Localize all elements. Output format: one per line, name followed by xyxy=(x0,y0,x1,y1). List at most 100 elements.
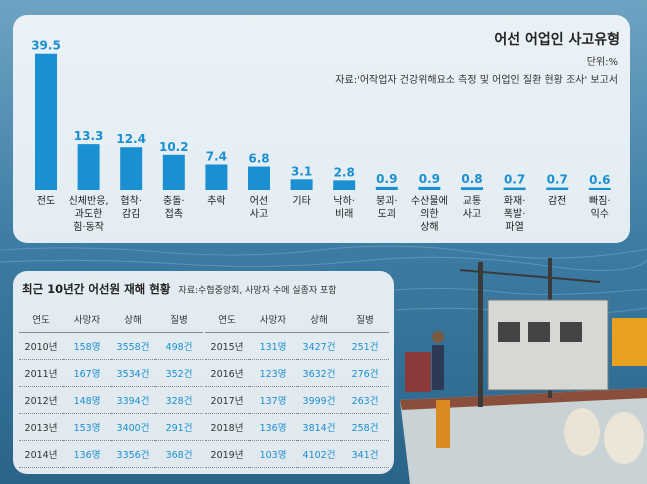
category-label: 상해 xyxy=(420,220,438,233)
bar-value-label: 10.2 xyxy=(159,140,189,154)
category-label: 추락 xyxy=(207,195,225,207)
category-label: 익수 xyxy=(591,208,609,220)
bar xyxy=(461,187,483,190)
header-year: 연도 xyxy=(205,306,249,333)
category-label: 접촉 xyxy=(165,208,183,220)
cell-year: 2010년 xyxy=(19,332,63,360)
header-deaths: 사망자 xyxy=(249,306,297,333)
bar-value-label: 3.1 xyxy=(291,164,312,178)
bar xyxy=(162,154,185,190)
table-title-row: 최근 10년간 어선원 재해 현황 자료:수협중앙회, 사망자 수에 실종자 포… xyxy=(22,281,337,297)
header-deaths: 사망자 xyxy=(63,306,111,333)
bar-value-label: 0.9 xyxy=(419,172,440,186)
category-label: 사고 xyxy=(463,208,481,220)
table-header-row: 연도 사망자 상해 질병 xyxy=(19,306,203,333)
table-row: 2016년 123명 3632건 276건 xyxy=(205,359,389,387)
disaster-status-panel: 최근 10년간 어선원 재해 현황 자료:수협중앙회, 사망자 수에 실종자 포… xyxy=(13,271,394,474)
category-label: 수산물에 xyxy=(411,195,448,207)
bar-value-label: 12.4 xyxy=(116,132,146,146)
fishing-boat xyxy=(400,258,647,484)
cell-injuries: 4102건 xyxy=(297,440,341,468)
table-row: 2013년 153명 3400건 291건 xyxy=(19,413,203,441)
bar xyxy=(248,166,270,190)
cell-injuries: 3400건 xyxy=(111,413,155,441)
category-label: 낙하· xyxy=(333,194,355,207)
cell-year: 2015년 xyxy=(205,332,249,360)
bar xyxy=(503,187,526,190)
cell-illness: 276건 xyxy=(341,359,389,387)
bar xyxy=(35,53,57,190)
category-label: 도괴 xyxy=(378,208,396,220)
cell-deaths: 131명 xyxy=(249,332,297,360)
bar xyxy=(588,187,611,190)
table-row: 2018년 136명 3814건 258건 xyxy=(205,413,389,441)
cell-deaths: 103명 xyxy=(249,440,297,468)
category-label: 전도 xyxy=(37,195,55,207)
category-label: 감전 xyxy=(548,195,566,207)
bar xyxy=(375,186,398,190)
category-label: 힘·동작 xyxy=(73,221,104,233)
cell-year: 2011년 xyxy=(19,359,63,387)
chart-source: 자료:'어작업자 건강위해요소 측정 및 어업인 질환 현황 조사' 보고서 xyxy=(335,75,618,86)
table-row: 2010년 158명 3558건 498건 xyxy=(19,332,203,360)
bar-value-label: 2.8 xyxy=(334,165,355,179)
accident-type-chart-panel: 39.5 전도 13.3 신체반응, 과도한 힘·동작 12.4 협착· 감김 10.2 충돌· 접촉… xyxy=(13,15,630,243)
cell-deaths: 123명 xyxy=(249,359,297,387)
table-row: 2014년 136명 3356건 368건 xyxy=(19,440,203,468)
header-illness: 질병 xyxy=(341,306,389,333)
header-injuries: 상해 xyxy=(297,306,341,333)
cell-injuries: 3999건 xyxy=(297,386,341,414)
category-label: 교통 xyxy=(463,195,481,207)
cell-injuries: 3632건 xyxy=(297,359,341,387)
chart-title: 어선 어업인 사고유형 xyxy=(494,32,620,48)
bar xyxy=(418,186,441,190)
cell-deaths: 167명 xyxy=(63,359,111,387)
cell-year: 2013년 xyxy=(19,413,63,441)
cell-injuries: 3427건 xyxy=(297,332,341,360)
bar-value-label: 0.7 xyxy=(504,173,525,187)
table-row: 2017년 137명 3999건 263건 xyxy=(205,386,389,414)
cell-deaths: 153명 xyxy=(63,413,111,441)
table-row: 2015년 131명 3427건 251건 xyxy=(205,332,389,360)
table-title: 최근 10년간 어선원 재해 현황 xyxy=(22,282,171,296)
category-label: 기타 xyxy=(292,195,310,207)
cell-year: 2012년 xyxy=(19,386,63,414)
table-row: 2012년 148명 3394건 328건 xyxy=(19,386,203,414)
cell-illness: 498건 xyxy=(155,332,203,360)
category-label: 감김 xyxy=(122,208,140,220)
table-header-row: 연도 사망자 상해 질병 xyxy=(205,306,389,333)
bar-value-label: 13.3 xyxy=(74,129,104,143)
cell-deaths: 158명 xyxy=(63,332,111,360)
cell-year: 2018년 xyxy=(205,413,249,441)
bar-value-label: 0.6 xyxy=(589,173,610,187)
cell-deaths: 137명 xyxy=(249,386,297,414)
header-injuries: 상해 xyxy=(111,306,155,333)
table-row: 2011년 167명 3534건 352건 xyxy=(19,359,203,387)
category-label: 화재· xyxy=(504,195,526,207)
bar-value-label: 0.7 xyxy=(547,173,568,187)
bar xyxy=(546,187,569,190)
cell-illness: 352건 xyxy=(155,359,203,387)
cell-illness: 258건 xyxy=(341,413,389,441)
category-label: 파열 xyxy=(505,221,523,233)
cell-injuries: 3814건 xyxy=(297,413,341,441)
cell-illness: 263건 xyxy=(341,386,389,414)
cell-year: 2016년 xyxy=(205,359,249,387)
cell-deaths: 136명 xyxy=(249,413,297,441)
category-label: 협착· xyxy=(120,194,142,207)
category-label: 사고 xyxy=(250,208,268,220)
bar xyxy=(120,147,143,190)
bar-value-label: 7.4 xyxy=(206,149,227,163)
cell-illness: 341건 xyxy=(341,440,389,468)
cell-illness: 291건 xyxy=(155,413,203,441)
category-label: 비래 xyxy=(335,208,353,220)
category-label: 빠짐· xyxy=(589,195,611,207)
category-label: 과도한 xyxy=(75,208,103,220)
cell-deaths: 148명 xyxy=(63,386,111,414)
cell-injuries: 3356건 xyxy=(111,440,155,468)
category-label: 폭발· xyxy=(504,208,526,220)
table-row: 2019년 103명 4102건 341건 xyxy=(205,440,389,468)
header-illness: 질병 xyxy=(155,306,203,333)
bar xyxy=(205,164,228,190)
